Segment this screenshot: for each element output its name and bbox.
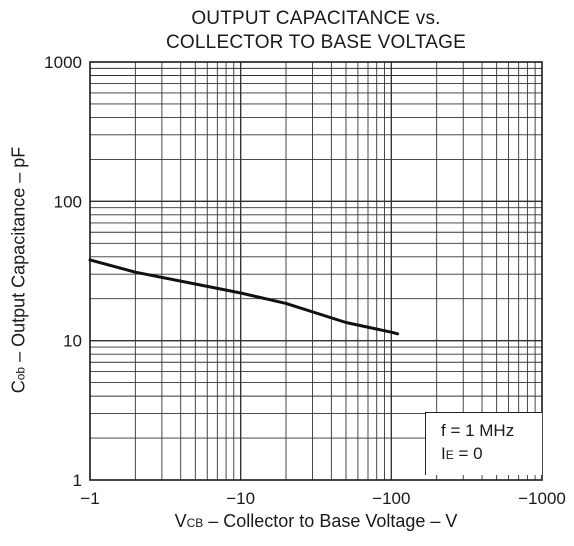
x-tick-label: −10 — [226, 489, 255, 508]
conditions-text: = 0 — [453, 444, 483, 463]
y-axis-label: Cob – Output Capacitance – pF — [9, 70, 30, 470]
x-tick-label: −1 — [80, 489, 99, 508]
grid-lines — [90, 62, 542, 480]
y-tick-label: 100 — [54, 192, 82, 211]
conditions-box: f = 1 MHz IE = 0 — [425, 412, 542, 475]
x-axis-symbol: V — [174, 511, 187, 531]
series-layer — [88, 258, 400, 336]
conditions-emitter-current: IE = 0 — [441, 442, 542, 467]
series-line — [88, 258, 400, 336]
x-axis-subscript: CB — [186, 516, 204, 530]
conditions-symbol: I — [441, 444, 446, 463]
tick-labels: −1 −10 −100 −1000 1 10 100 1000 — [44, 53, 566, 508]
chart-title-line-2: COLLECTOR TO BASE VOLTAGE — [166, 32, 466, 53]
y-tick-label: 1 — [73, 471, 82, 490]
y-axis-symbol: C — [8, 380, 29, 394]
plot-frame — [89, 61, 543, 481]
conditions-frequency: f = 1 MHz — [441, 421, 515, 440]
x-axis-label: VCB – Collector to Base Voltage – V — [90, 511, 542, 532]
y-axis-subscript: ob — [13, 366, 28, 381]
chart-title-line-1: OUTPUT CAPACITANCE vs. — [191, 8, 441, 29]
x-tick-label: −100 — [372, 489, 410, 508]
conditions-subscript: E — [445, 448, 454, 462]
y-axis-text: – Output Capacitance – pF — [8, 146, 29, 367]
x-tick-label: −1000 — [518, 489, 566, 508]
x-axis-text: – Collector to Base Voltage – V — [203, 511, 458, 531]
y-tick-label: 10 — [63, 332, 82, 351]
y-tick-label: 1000 — [44, 53, 82, 72]
